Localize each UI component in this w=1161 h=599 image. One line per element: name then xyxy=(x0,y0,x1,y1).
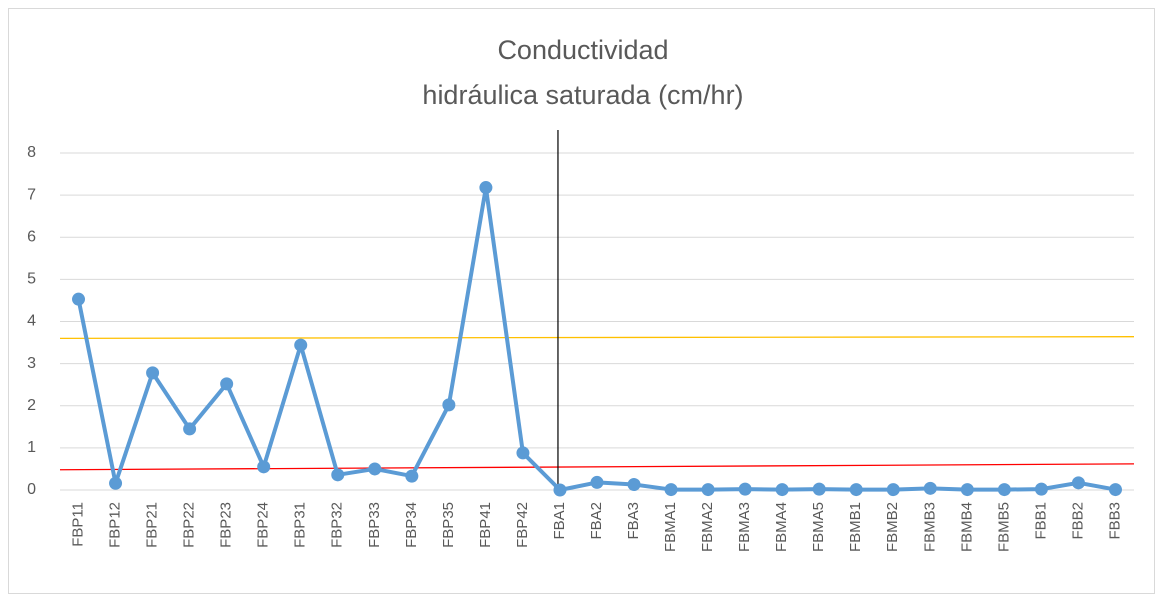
data-point xyxy=(109,476,123,490)
data-point xyxy=(331,468,345,482)
data-point xyxy=(257,460,271,474)
x-tick-label: FBP24 xyxy=(255,502,272,548)
data-point xyxy=(590,475,604,489)
y-tick-label: 5 xyxy=(27,271,36,288)
x-tick-label: FBP23 xyxy=(218,502,235,548)
x-tick-label: FBB3 xyxy=(1106,502,1123,540)
data-point xyxy=(479,181,493,195)
x-tick-label: FBP33 xyxy=(366,502,383,548)
data-point xyxy=(442,398,456,412)
x-tick-label: FBP35 xyxy=(440,502,457,548)
data-point xyxy=(220,377,234,391)
x-tick-label: FBMB4 xyxy=(958,502,975,552)
y-tick-label: 6 xyxy=(27,228,36,245)
x-tick-label: FBB1 xyxy=(1032,502,1049,540)
y-tick-label: 3 xyxy=(27,355,36,372)
x-tick-label: FBP21 xyxy=(144,502,161,548)
data-point xyxy=(368,462,382,476)
x-tick-label: FBP34 xyxy=(403,502,420,548)
x-tick-label: FBP32 xyxy=(329,502,346,548)
x-tick-label: FBMB3 xyxy=(921,502,938,552)
data-point xyxy=(664,483,678,497)
x-tick-label: FBP41 xyxy=(477,502,494,548)
x-tick-label: FBMA2 xyxy=(699,502,716,552)
data-point xyxy=(923,481,937,495)
data-point xyxy=(849,483,863,497)
trend-line xyxy=(59,463,1135,471)
y-tick-label: 7 xyxy=(27,186,36,203)
y-tick-label: 1 xyxy=(27,439,36,456)
data-point xyxy=(183,422,197,436)
trend-line xyxy=(59,336,1135,340)
x-tick-label: FBMA5 xyxy=(810,502,827,552)
x-tick-label: FBP42 xyxy=(514,502,531,548)
chart-title: Conductividad xyxy=(497,35,668,65)
data-point xyxy=(738,482,752,496)
x-tick-label: FBP11 xyxy=(69,502,86,547)
data-point xyxy=(1108,483,1122,497)
data-point xyxy=(553,483,567,497)
x-tick-label: FBB2 xyxy=(1069,502,1086,540)
x-tick-label: FBP12 xyxy=(107,502,124,548)
x-tick-label: FBA3 xyxy=(625,502,642,540)
data-point xyxy=(1034,482,1048,496)
data-point xyxy=(516,446,530,460)
x-tick-label: FBMA4 xyxy=(773,502,790,552)
data-point xyxy=(886,483,900,497)
chart-title: hidráulica saturada (cm/hr) xyxy=(422,80,743,110)
x-tick-label: FBMB1 xyxy=(847,502,864,552)
x-tick-label: FBMA3 xyxy=(736,502,753,552)
x-tick-label: FBP22 xyxy=(181,502,198,548)
data-point xyxy=(775,483,789,497)
x-tick-label: FBMB5 xyxy=(995,502,1012,552)
data-point xyxy=(294,338,308,352)
data-point xyxy=(72,292,86,306)
data-point xyxy=(997,483,1011,497)
data-point xyxy=(701,483,715,497)
chart-border xyxy=(8,8,1155,594)
data-point xyxy=(627,478,641,492)
y-tick-label: 2 xyxy=(27,397,36,414)
x-tick-label: FBA1 xyxy=(551,502,568,540)
x-tick-label: FBMB2 xyxy=(884,502,901,552)
data-point xyxy=(1071,476,1085,490)
data-point xyxy=(405,469,419,483)
data-point xyxy=(146,366,160,380)
y-tick-label: 0 xyxy=(27,481,36,498)
x-tick-label: FBP31 xyxy=(292,502,309,548)
data-point xyxy=(812,482,826,496)
x-tick-label: FBMA1 xyxy=(662,502,679,552)
y-tick-label: 4 xyxy=(27,313,36,330)
y-tick-label: 8 xyxy=(27,144,36,161)
data-point xyxy=(960,483,974,497)
x-tick-label: FBA2 xyxy=(588,502,605,540)
